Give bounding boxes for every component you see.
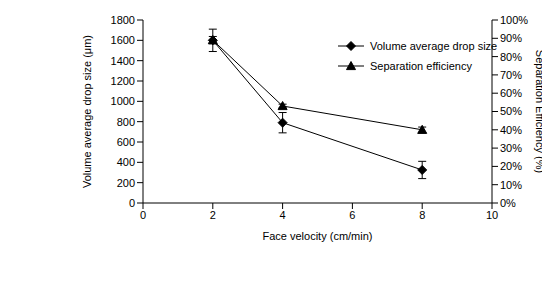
svg-text:200: 200: [117, 177, 135, 189]
svg-text:30%: 30%: [500, 142, 522, 154]
svg-text:80%: 80%: [500, 51, 522, 63]
svg-text:40%: 40%: [500, 124, 522, 136]
svg-text:800: 800: [117, 116, 135, 128]
svg-text:400: 400: [117, 156, 135, 168]
svg-text:20%: 20%: [500, 160, 522, 172]
svg-text:Face velocity (cm/min): Face velocity (cm/min): [262, 230, 372, 242]
svg-text:90%: 90%: [500, 32, 522, 44]
svg-text:Volume average drop size (μm): Volume average drop size (μm): [81, 35, 93, 188]
html-text:Separation efficiency: Separation efficiency: [370, 60, 472, 72]
svg-text:0: 0: [140, 209, 146, 221]
svg-text:600: 600: [117, 136, 135, 148]
svg-text:0: 0: [129, 197, 135, 209]
svg-text:10: 10: [486, 209, 498, 221]
svg-text:Separation Efficiency (%): Separation Efficiency (%): [534, 50, 542, 173]
svg-text:6: 6: [349, 209, 355, 221]
svg-text:60%: 60%: [500, 87, 522, 99]
svg-text:1600: 1600: [111, 34, 135, 46]
html-text:Volume average drop size: Volume average drop size: [370, 40, 498, 52]
svg-text:1000: 1000: [111, 95, 135, 107]
svg-text:1800: 1800: [111, 14, 135, 26]
svg-text:2: 2: [210, 209, 216, 221]
svg-text:100%: 100%: [500, 14, 528, 26]
svg-text:50%: 50%: [500, 105, 522, 117]
svg-text:4: 4: [280, 209, 286, 221]
svg-text:0%: 0%: [500, 197, 516, 209]
svg-text:8: 8: [419, 209, 425, 221]
svg-text:70%: 70%: [500, 69, 522, 81]
svg-text:1400: 1400: [111, 55, 135, 67]
svg-text:1200: 1200: [111, 75, 135, 87]
svg-text:10%: 10%: [500, 179, 522, 191]
